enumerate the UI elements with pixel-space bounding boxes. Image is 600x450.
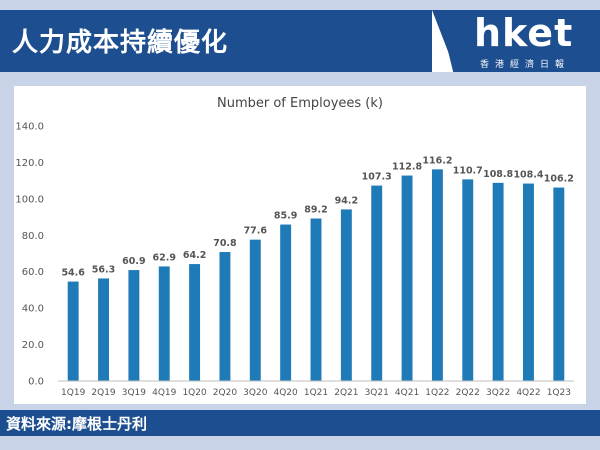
source-bar (0, 410, 600, 436)
bar-3Q22 (492, 182, 504, 381)
source-text: 資料來源:摩根士丹利 (6, 415, 147, 433)
x-tick-label: 2Q19 (91, 388, 116, 398)
x-axis: 1Q19 2Q19 3Q19 4Q19 1Q20 2Q20 3Q20 4Q20 1Q21 2Q21… (58, 380, 574, 398)
bar-2Q21 (340, 209, 352, 381)
x-tick-label: 1Q23 (547, 388, 571, 398)
data-label: 56.3 (92, 264, 115, 275)
data-label: 62.9 (153, 252, 176, 263)
bar-3Q20 (249, 239, 261, 381)
y-tick-label: 60.0 (22, 267, 44, 278)
bar-4Q20 (280, 224, 292, 381)
x-tick-label: 3Q19 (122, 388, 147, 398)
bar-1Q19 (67, 281, 79, 381)
bar-4Q19 (158, 266, 170, 381)
x-tick-label: 4Q21 (395, 388, 419, 398)
bar-3Q21 (371, 185, 383, 381)
brand-logo: hket (474, 11, 573, 55)
bar-3Q19 (128, 270, 140, 381)
data-label: 107.3 (362, 172, 392, 183)
chart-title: Number of Employees (k) (217, 96, 383, 111)
y-tick-label: 120.0 (15, 158, 44, 169)
bar-4Q21 (401, 175, 413, 381)
x-tick-label: 3Q21 (365, 388, 389, 398)
bar-4Q22 (523, 183, 534, 381)
data-label: 108.8 (483, 169, 513, 180)
data-label: 89.2 (304, 205, 327, 216)
x-tick-label: 1Q22 (425, 388, 449, 398)
data-label: 106.2 (544, 174, 574, 185)
bar-1Q20 (189, 264, 201, 381)
y-tick-label: 0.0 (28, 377, 44, 388)
x-tick-label: 2Q22 (456, 388, 480, 398)
data-label: 108.4 (513, 170, 543, 181)
data-label: 112.8 (392, 162, 422, 173)
y-tick-label: 20.0 (22, 340, 44, 351)
data-label: 64.2 (183, 250, 206, 261)
x-tick-label: 3Q22 (486, 388, 510, 398)
brand-logo-text: hket (474, 11, 574, 55)
bar-1Q21 (310, 218, 322, 381)
x-tick-label: 4Q19 (152, 388, 177, 398)
x-tick-label: 1Q20 (182, 388, 207, 398)
bar-2Q22 (462, 179, 474, 381)
page-title: 人力成本持續優化 (12, 28, 229, 58)
y-axis: 0.0 20.0 40.0 60.0 80.0 100.0 120.0 140.0 (15, 122, 44, 388)
bar-1Q22 (431, 169, 443, 381)
data-label: 94.2 (335, 195, 358, 206)
x-tick-label: 1Q19 (61, 388, 86, 398)
x-tick-label: 4Q20 (274, 388, 299, 398)
y-tick-label: 80.0 (22, 231, 44, 242)
x-tick-label: 4Q22 (516, 388, 540, 398)
bar-2Q20 (219, 252, 231, 381)
data-label: 70.8 (213, 238, 237, 249)
data-label: 77.6 (244, 226, 268, 237)
y-tick-label: 140.0 (15, 122, 44, 133)
data-label: 116.2 (422, 155, 452, 166)
x-tick-label: 1Q21 (304, 388, 328, 398)
bars: 54.6 56.3 60.9 62.9 64.2 70.8 77.6 85.9 89.2 94.2… (61, 155, 574, 381)
data-label: 110.7 (453, 165, 483, 176)
x-tick-label: 2Q20 (213, 388, 238, 398)
employees-bar-chart: Number of Employees (k) 0.0 20.0 40.0 60.0 8… (15, 96, 574, 398)
brand-subtitle: 香港經濟日報 (480, 60, 571, 70)
x-tick-label: 2Q21 (334, 388, 358, 398)
data-label: 54.6 (61, 268, 85, 279)
data-label: 60.9 (122, 256, 145, 267)
bar-2Q19 (98, 278, 109, 381)
y-tick-label: 40.0 (22, 304, 44, 315)
x-tick-label: 3Q20 (243, 388, 268, 398)
chart-card: Number of Employees (k) 0.0 20.0 40.0 60.0 8… (14, 86, 586, 404)
y-tick-label: 100.0 (15, 194, 44, 205)
data-label: 85.9 (274, 211, 297, 222)
bar-1Q23 (553, 187, 565, 381)
